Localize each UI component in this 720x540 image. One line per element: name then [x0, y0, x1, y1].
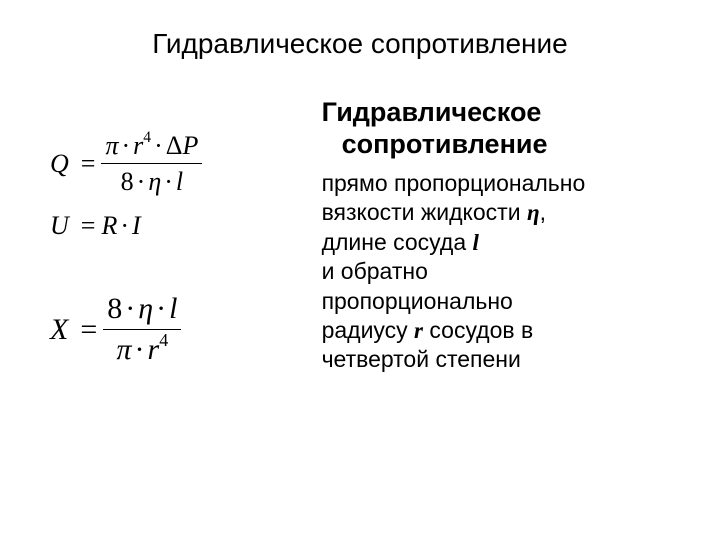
body-line4: и обратно	[322, 257, 680, 286]
formula-Q-fraction: π·r4·ΔP 8·η·l	[101, 130, 202, 197]
body-line5: пропорционально	[322, 287, 680, 316]
var-r: r	[133, 131, 143, 160]
pi-symbol: π	[117, 333, 132, 366]
formula-X-fraction: 8·η·l π·r4	[103, 291, 181, 368]
sub-title: Гидравлическое сопротивление	[322, 96, 680, 161]
const-8: 8	[107, 292, 122, 325]
var-P: P	[182, 131, 198, 160]
exp-4: 4	[159, 330, 168, 350]
var-eta-text: η	[527, 200, 540, 225]
formulas-column: Q = π·r4·ΔP 8·η·l U = R·I	[40, 96, 312, 382]
body-line6: радиусу r сосудов в	[322, 316, 680, 345]
slide: Гидравлическое сопротивление Q = π·r4·ΔP…	[0, 0, 720, 540]
text: радиусу	[322, 317, 414, 343]
text: вязкости жидкости	[322, 199, 527, 225]
formula-U: U = R·I	[50, 211, 312, 241]
var-R: R	[101, 211, 117, 240]
pi-symbol: π	[105, 131, 118, 160]
equals-sign: =	[75, 149, 102, 179]
formula-Q-lhs: Q	[50, 149, 75, 179]
formula-Q-numerator: π·r4·ΔP	[101, 130, 202, 161]
var-r-text: r	[414, 318, 423, 343]
formula-X-lhs: X	[50, 313, 74, 347]
formula-X: X = 8·η·l π·r4	[50, 291, 312, 368]
text: длине сосуда	[322, 229, 473, 255]
sub-title-line2: сопротивление	[322, 128, 680, 160]
var-l: l	[176, 167, 183, 196]
body-line1: прямо пропорционально	[322, 169, 680, 198]
var-eta: η	[148, 167, 161, 196]
fraction-bar	[103, 329, 181, 330]
formula-U-lhs: U	[50, 211, 75, 241]
formula-U-rhs: R·I	[101, 211, 140, 241]
var-l-text: l	[473, 230, 479, 255]
var-r: r	[148, 333, 160, 366]
text: ,	[540, 199, 546, 225]
content-row: Q = π·r4·ΔP 8·η·l U = R·I	[40, 96, 680, 382]
text: сосудов в	[423, 317, 533, 343]
fraction-bar	[101, 163, 202, 164]
body-line3: длине сосуда l	[322, 228, 680, 257]
formula-Q-denominator: 8·η·l	[117, 166, 187, 197]
main-title: Гидравлическое сопротивление	[40, 28, 680, 60]
body-line7: четвертой степени	[322, 345, 680, 374]
exp-4: 4	[143, 129, 151, 146]
body-text: прямо пропорционально вязкости жидкости …	[322, 169, 680, 375]
var-I: I	[132, 211, 141, 240]
formula-X-numerator: 8·η·l	[103, 291, 181, 327]
equals-sign: =	[75, 211, 102, 241]
var-l: l	[169, 292, 177, 325]
text-column: Гидравлическое сопротивление прямо пропо…	[312, 96, 680, 382]
var-eta: η	[138, 292, 153, 325]
formula-X-denominator: π·r4	[113, 332, 173, 368]
sub-title-line1: Гидравлическое	[322, 96, 680, 128]
formula-Q: Q = π·r4·ΔP 8·η·l	[50, 130, 312, 197]
equals-sign: =	[74, 313, 103, 347]
body-line2: вязкости жидкости η,	[322, 198, 680, 227]
const-8: 8	[121, 167, 134, 196]
